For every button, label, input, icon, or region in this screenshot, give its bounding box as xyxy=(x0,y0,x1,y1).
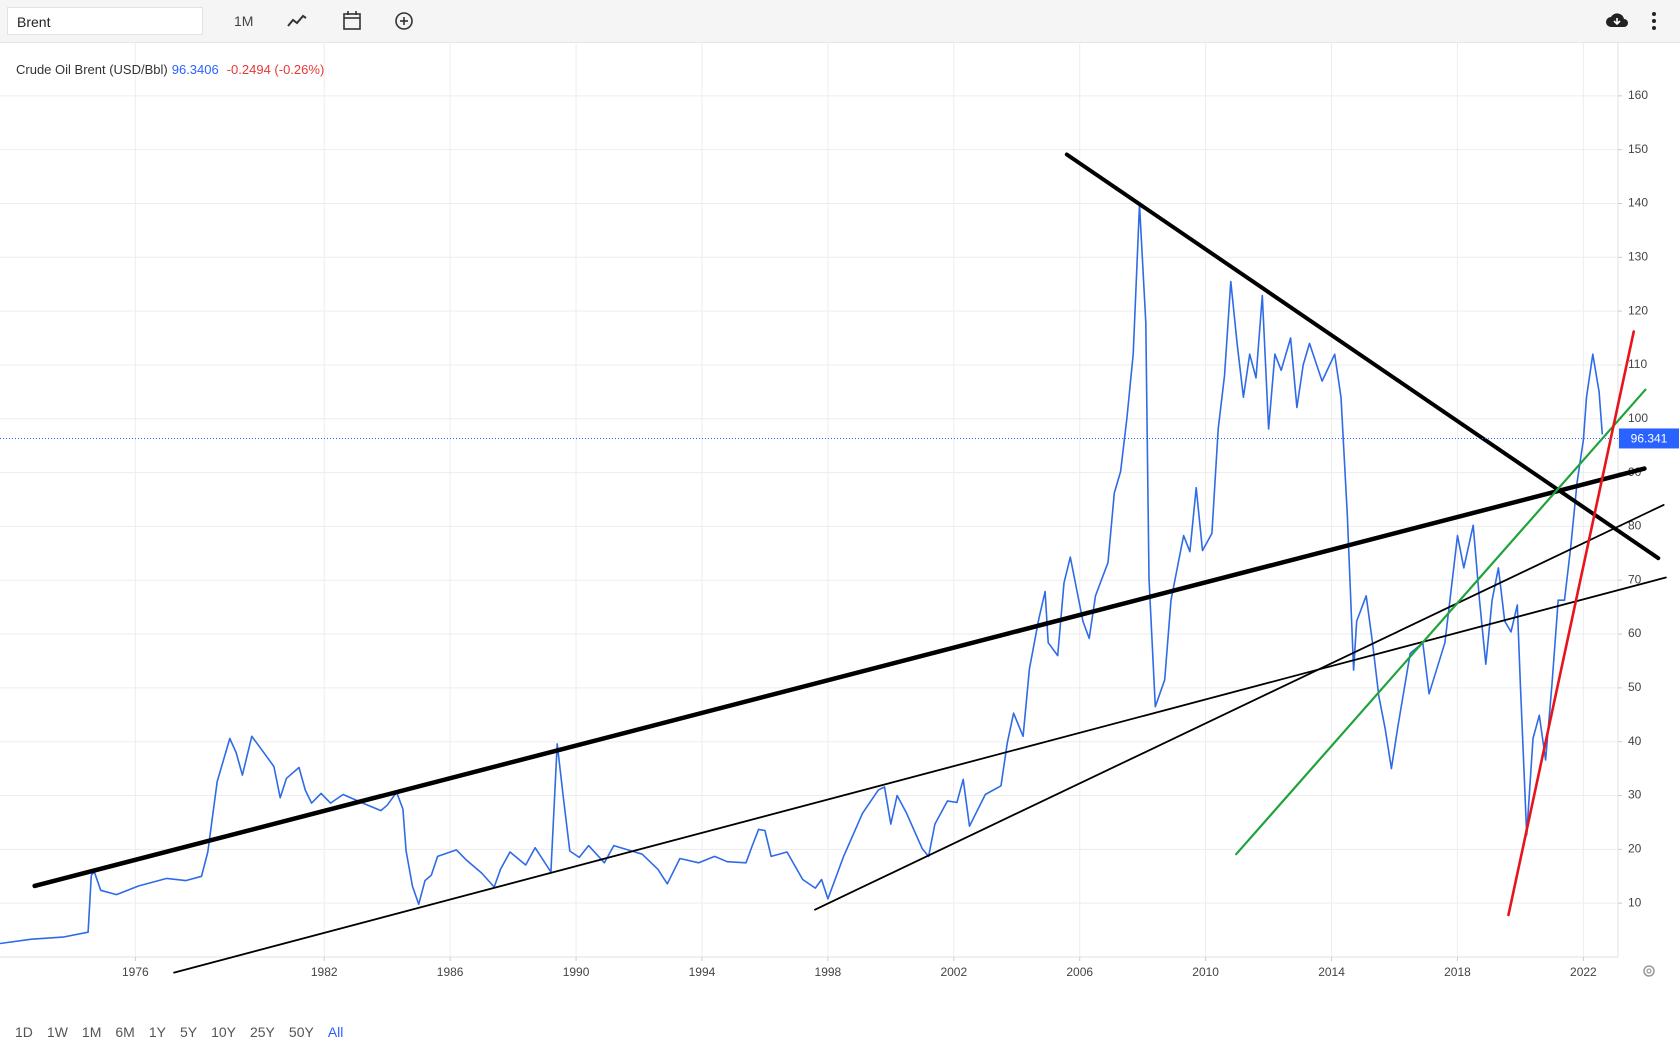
current-price-badge xyxy=(1619,428,1679,449)
trendline xyxy=(1064,152,1661,561)
range-button[interactable]: 1M xyxy=(81,1024,102,1040)
calendar-button[interactable] xyxy=(341,8,363,34)
range-button[interactable]: 1W xyxy=(46,1024,68,1040)
range-button[interactable]: 1D xyxy=(15,1024,33,1040)
range-button[interactable]: 1Y xyxy=(148,1024,166,1040)
y-tick-label: 70 xyxy=(1628,572,1642,586)
x-tick-label: 1994 xyxy=(689,965,716,979)
toolbar: Brent 1M xyxy=(0,0,1680,43)
x-tick-label: 1982 xyxy=(311,965,338,979)
x-tick-label: 2014 xyxy=(1318,965,1345,979)
current-price-label: 96.341 xyxy=(1631,432,1668,446)
series-name: Crude Oil Brent (USD/Bbl) xyxy=(16,62,168,77)
menu-button[interactable] xyxy=(1648,8,1660,34)
x-tick-label: 1990 xyxy=(563,965,590,979)
range-button[interactable]: All xyxy=(327,1024,344,1040)
y-tick-label: 60 xyxy=(1628,626,1642,640)
download-button[interactable] xyxy=(1605,8,1629,34)
x-tick-label: 2018 xyxy=(1444,965,1471,979)
chart-type-button[interactable] xyxy=(286,8,308,34)
range-button[interactable]: 6M xyxy=(115,1024,135,1040)
interval-button[interactable]: 1M xyxy=(234,13,254,29)
y-tick-label: 20 xyxy=(1628,842,1642,856)
y-tick-label: 140 xyxy=(1628,196,1648,210)
y-tick-label: 30 xyxy=(1628,788,1642,802)
y-tick-label: 100 xyxy=(1628,411,1648,425)
add-button[interactable] xyxy=(393,8,415,34)
range-button[interactable]: 10Y xyxy=(211,1024,236,1040)
trendline xyxy=(1507,330,1636,917)
y-tick-label: 80 xyxy=(1628,519,1642,533)
trendline xyxy=(173,576,1667,974)
x-tick-label: 2010 xyxy=(1192,965,1219,979)
legend: Crude Oil Brent (USD/Bbl) 96.3406 -0.2494 … xyxy=(16,62,324,77)
y-tick-label: 160 xyxy=(1628,88,1648,102)
x-tick-label: 1976 xyxy=(122,965,149,979)
x-tick-label: 2006 xyxy=(1066,965,1093,979)
x-tick-label: 1998 xyxy=(815,965,842,979)
y-tick-label: 120 xyxy=(1628,303,1648,317)
chart: 1020304050607080901001101201301401501601… xyxy=(0,42,1679,979)
y-tick-label: 110 xyxy=(1628,357,1647,371)
x-tick-label: 2002 xyxy=(940,965,967,979)
y-tick-label: 130 xyxy=(1628,249,1648,263)
last-value: 96.3406 xyxy=(171,62,219,77)
change: -0.2494 (-0.26%) xyxy=(226,62,325,77)
range-button[interactable]: 5Y xyxy=(179,1024,198,1040)
settings-button[interactable] xyxy=(1640,962,1658,980)
y-tick-label: 150 xyxy=(1628,142,1648,156)
price-line-series xyxy=(0,203,1604,945)
range-button[interactable]: 25Y xyxy=(249,1024,275,1040)
x-tick-label: 1986 xyxy=(437,965,464,979)
y-tick-label: 50 xyxy=(1628,680,1642,694)
x-tick-label: 2022 xyxy=(1570,965,1597,979)
range-button[interactable]: 50Y xyxy=(288,1024,314,1040)
y-tick-label: 40 xyxy=(1628,734,1642,748)
trendline xyxy=(814,503,1665,911)
trendline xyxy=(32,466,1647,889)
y-tick-label: 10 xyxy=(1628,895,1642,909)
trendline xyxy=(1235,388,1647,856)
search-input[interactable]: Brent xyxy=(7,7,203,35)
range-buttons: 1D 1W 1M 6M 1Y 5Y 10Y 25Y 50Y All xyxy=(12,1020,354,1044)
